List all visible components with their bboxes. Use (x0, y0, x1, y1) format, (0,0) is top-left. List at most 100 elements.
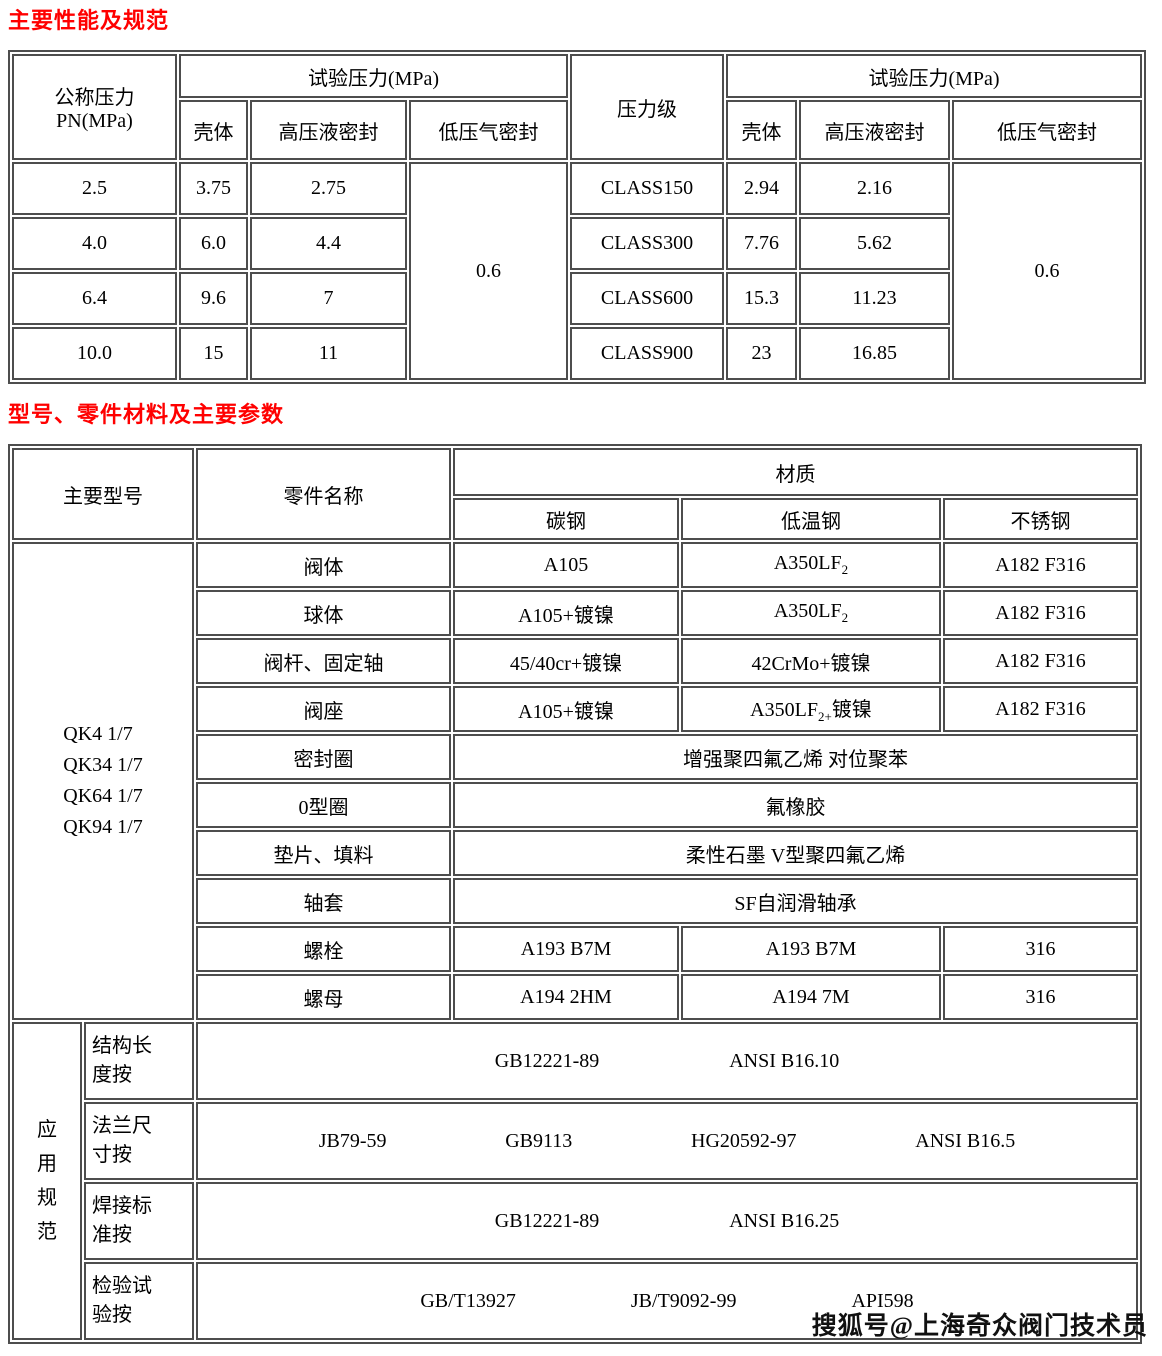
table-row: 应用规范 结构长 度按 GB12221-89 ANSI B16.10 (12, 1022, 1139, 1340)
table-cell: 11.23 (799, 272, 951, 325)
material-span-cell: 柔性石墨 V型聚四氟乙烯 (453, 830, 1139, 876)
section-title-performance: 主要性能及规范 (8, 8, 170, 33)
table-cell: 42CrMo+镀镍 (681, 638, 941, 684)
standard-item: GB/T13927 (420, 1289, 516, 1312)
table-cell: 3.75 (179, 162, 248, 215)
table-cell: 10.0 (12, 327, 177, 380)
header-test-pressure-left: 试验压力(MPa) (179, 54, 569, 98)
header-carbon-steel: 碳钢 (453, 498, 679, 540)
table-row: 焊接标 准按 GB12221-89 ANSI B16.25 (12, 1182, 1139, 1260)
table-cell: 6.0 (179, 217, 248, 270)
header-shell-left: 壳体 (179, 100, 248, 160)
table-row: 法兰尺 寸按 JB79-59 GB9113 HG20592-97 ANSI B16… (12, 1102, 1139, 1180)
table-row: 主要型号 零件名称 材质 (12, 448, 1139, 540)
table-cell: 15 (179, 327, 248, 380)
part-name-cell: 阀座 (196, 686, 451, 732)
table-cell: 2.75 (250, 162, 407, 215)
table-row: 4.0 6.0 4.4 CLASS300 7.76 5.62 (12, 217, 1142, 270)
header-model: 主要型号 (12, 448, 194, 540)
standard-item: HG20592-97 (691, 1129, 797, 1152)
part-name-cell: 0型圈 (196, 782, 451, 828)
materials-table: 主要型号 零件名称 材质 碳钢 低温钢 不锈钢 QK4 1/7 QK34 1/7 Q… (8, 444, 1143, 1344)
material-span-cell: 氟橡胶 (453, 782, 1139, 828)
table-row: 2.5 3.75 2.75 0.6 CLASS150 2.94 2.16 0.6 (12, 162, 1143, 380)
header-stainless-steel: 不锈钢 (943, 498, 1139, 540)
table-cell: 316 (943, 926, 1139, 972)
header-low-seal-left: 低压气密封 (409, 100, 569, 160)
standards-list: GB12221-89 ANSI B16.10 (200, 1050, 1134, 1073)
material-span-cell: SF自润滑轴承 (453, 878, 1139, 924)
model-list: QK4 1/7 QK34 1/7 QK64 1/7 QK94 1/7 (63, 723, 143, 838)
table-cell: 16.85 (799, 327, 951, 380)
standards-list: GB12221-89 ANSI B16.25 (200, 1210, 1134, 1233)
header-shell-right: 壳体 (726, 100, 798, 160)
table-row: 壳体 高压液密封 低压气密封 壳体 高压液密封 低压气密封 (12, 100, 1143, 160)
table-cell: A182 F316 (943, 542, 1139, 588)
table-row: 公称压力 PN(MPa) 试验压力(MPa) 压力级 试验压力(MPa) (12, 54, 1143, 160)
material-span-cell: 增强聚四氟乙烯 对位聚苯 (453, 734, 1139, 780)
performance-table: 公称压力 PN(MPa) 试验压力(MPa) 压力级 试验压力(MPa) 壳体 高… (8, 50, 1147, 384)
table-cell: 15.3 (726, 272, 798, 325)
standard-item: JB79-59 (318, 1129, 387, 1152)
table-row: 6.4 9.6 7 CLASS600 15.3 11.23 (12, 272, 1142, 325)
app-standards-cell: GB12221-89 ANSI B16.25 (196, 1182, 1139, 1260)
air-seal-value-right: 0.6 (952, 162, 1143, 380)
header-material: 材质 (453, 448, 1139, 496)
table-cell: A182 F316 (943, 638, 1139, 684)
header-nominal-pressure: 公称压力 PN(MPa) (12, 54, 177, 160)
standard-item: GB9113 (505, 1129, 573, 1152)
app-standards-cell: GB12221-89 ANSI B16.10 (196, 1022, 1139, 1100)
table-cell: 2.16 (799, 162, 951, 215)
table-row: 螺栓 A193 B7M A193 B7M 316 (12, 926, 1139, 972)
part-name-cell: 阀杆、固定轴 (196, 638, 451, 684)
table-cell: CLASS150 (570, 162, 725, 215)
standards-list: JB79-59 GB9113 HG20592-97 ANSI B16.5 (200, 1130, 1134, 1153)
table-cell: CLASS900 (570, 327, 725, 380)
standard-item: ANSI B16.25 (729, 1209, 840, 1232)
watermark-text: 搜狐号@上海奇众阀门技术员 (811, 1313, 1148, 1340)
table-cell: A182 F316 (943, 686, 1139, 732)
table-row: 检验试 验按 GB/T13927 JB/T9092-99 API598 (12, 1262, 1139, 1340)
part-name-cell: 球体 (196, 590, 451, 636)
application-spec-label: 应用规范 (12, 1022, 82, 1340)
table-cell: A350LF2+镀镍 (681, 686, 941, 732)
table-row: 10.0 15 11 CLASS900 23 16.85 (12, 327, 1142, 380)
table-cell: A105+镀镍 (453, 686, 679, 732)
header-low-temp-steel: 低温钢 (681, 498, 941, 540)
header-low-seal-right: 低压气密封 (952, 100, 1143, 160)
part-name-cell: 密封圈 (196, 734, 451, 780)
header-test-pressure-right: 试验压力(MPa) (726, 54, 1143, 98)
table-cell: A350LF2 (681, 590, 941, 636)
table-cell: A350LF2 (681, 542, 941, 588)
part-name-cell: 垫片、填料 (196, 830, 451, 876)
standard-item: ANSI B16.10 (729, 1049, 840, 1072)
app-row-label: 法兰尺 寸按 (84, 1102, 194, 1180)
table-cell: A193 B7M (681, 926, 941, 972)
standard-item: API598 (851, 1289, 914, 1312)
table-cell: 7.76 (726, 217, 798, 270)
table-row: 球体 A105+镀镍 A350LF2 A182 F316 (12, 590, 1139, 636)
table-row: 0型圈 氟橡胶 (12, 782, 1139, 828)
table-cell: A194 2HM (453, 974, 679, 1020)
table-cell: CLASS600 (570, 272, 725, 325)
header-pressure-class: 压力级 (570, 54, 725, 160)
app-standards-cell: JB79-59 GB9113 HG20592-97 ANSI B16.5 (196, 1102, 1139, 1180)
table-cell: 9.6 (179, 272, 248, 325)
table-cell: 4.0 (12, 217, 177, 270)
part-name-cell: 螺栓 (196, 926, 451, 972)
table-cell: 316 (943, 974, 1139, 1020)
standard-item: JB/T9092-99 (630, 1289, 737, 1312)
app-row-label: 检验试 验按 (84, 1262, 194, 1340)
standards-list: GB/T13927 JB/T9092-99 API598 (200, 1290, 1134, 1313)
air-seal-value-left: 0.6 (409, 162, 569, 380)
table-row: 碳钢 低温钢 不锈钢 (12, 498, 1139, 540)
table-cell: A194 7M (681, 974, 941, 1020)
table-cell: 2.94 (726, 162, 798, 215)
section-title-materials: 型号、零件材料及主要参数 (8, 402, 285, 427)
app-row-label: 结构长 度按 (84, 1022, 194, 1100)
table-cell: A182 F316 (943, 590, 1139, 636)
table-row: QK4 1/7 QK34 1/7 QK64 1/7 QK94 1/7 阀体 A105 … (12, 542, 1139, 1020)
table-cell: 2.5 (12, 162, 177, 215)
header-part-name: 零件名称 (196, 448, 451, 540)
